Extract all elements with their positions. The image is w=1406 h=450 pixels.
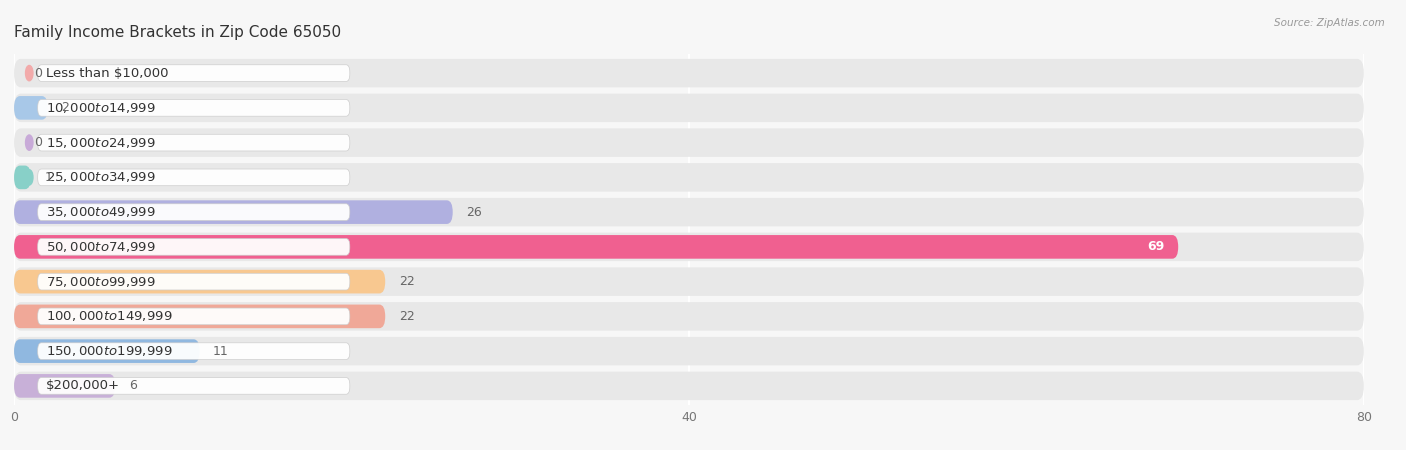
FancyBboxPatch shape	[38, 65, 350, 81]
Text: 22: 22	[399, 310, 415, 323]
Circle shape	[25, 309, 32, 324]
Circle shape	[25, 100, 32, 116]
FancyBboxPatch shape	[14, 163, 1364, 192]
Text: 0: 0	[34, 136, 42, 149]
Circle shape	[25, 170, 32, 185]
Text: $200,000+: $200,000+	[46, 379, 120, 392]
Text: $25,000 to $34,999: $25,000 to $34,999	[46, 171, 156, 184]
Text: $150,000 to $199,999: $150,000 to $199,999	[46, 344, 173, 358]
Text: $10,000 to $14,999: $10,000 to $14,999	[46, 101, 156, 115]
Text: 11: 11	[214, 345, 229, 358]
Text: 26: 26	[467, 206, 482, 219]
FancyBboxPatch shape	[14, 166, 31, 189]
Text: 6: 6	[129, 379, 136, 392]
Text: $35,000 to $49,999: $35,000 to $49,999	[46, 205, 156, 219]
Circle shape	[25, 343, 32, 359]
Text: $50,000 to $74,999: $50,000 to $74,999	[46, 240, 156, 254]
FancyBboxPatch shape	[14, 374, 115, 398]
Text: Less than $10,000: Less than $10,000	[46, 67, 169, 80]
Text: 69: 69	[1147, 240, 1164, 253]
Text: Source: ZipAtlas.com: Source: ZipAtlas.com	[1274, 18, 1385, 28]
FancyBboxPatch shape	[14, 305, 385, 328]
FancyBboxPatch shape	[14, 200, 453, 224]
FancyBboxPatch shape	[14, 235, 1178, 259]
FancyBboxPatch shape	[14, 270, 385, 293]
FancyBboxPatch shape	[14, 198, 1364, 226]
FancyBboxPatch shape	[14, 302, 1364, 331]
FancyBboxPatch shape	[38, 273, 350, 290]
Circle shape	[25, 239, 32, 255]
FancyBboxPatch shape	[38, 238, 350, 255]
FancyBboxPatch shape	[38, 204, 350, 220]
FancyBboxPatch shape	[38, 378, 350, 394]
Text: 22: 22	[399, 275, 415, 288]
Text: 0: 0	[34, 67, 42, 80]
FancyBboxPatch shape	[14, 339, 200, 363]
Text: Family Income Brackets in Zip Code 65050: Family Income Brackets in Zip Code 65050	[14, 25, 342, 40]
FancyBboxPatch shape	[38, 169, 350, 186]
Text: $100,000 to $149,999: $100,000 to $149,999	[46, 310, 173, 324]
FancyBboxPatch shape	[14, 267, 1364, 296]
FancyBboxPatch shape	[14, 59, 1364, 87]
FancyBboxPatch shape	[38, 343, 350, 360]
FancyBboxPatch shape	[38, 99, 350, 116]
Text: $75,000 to $99,999: $75,000 to $99,999	[46, 274, 156, 288]
Text: 2: 2	[62, 101, 69, 114]
Text: 1: 1	[45, 171, 52, 184]
FancyBboxPatch shape	[14, 94, 1364, 122]
Circle shape	[25, 274, 32, 289]
Circle shape	[25, 135, 32, 150]
FancyBboxPatch shape	[38, 308, 350, 325]
FancyBboxPatch shape	[14, 337, 1364, 365]
FancyBboxPatch shape	[14, 96, 48, 120]
FancyBboxPatch shape	[38, 134, 350, 151]
FancyBboxPatch shape	[14, 233, 1364, 261]
Circle shape	[25, 65, 32, 81]
Circle shape	[25, 204, 32, 220]
FancyBboxPatch shape	[14, 128, 1364, 157]
Circle shape	[25, 378, 32, 394]
FancyBboxPatch shape	[14, 372, 1364, 400]
Text: $15,000 to $24,999: $15,000 to $24,999	[46, 135, 156, 149]
